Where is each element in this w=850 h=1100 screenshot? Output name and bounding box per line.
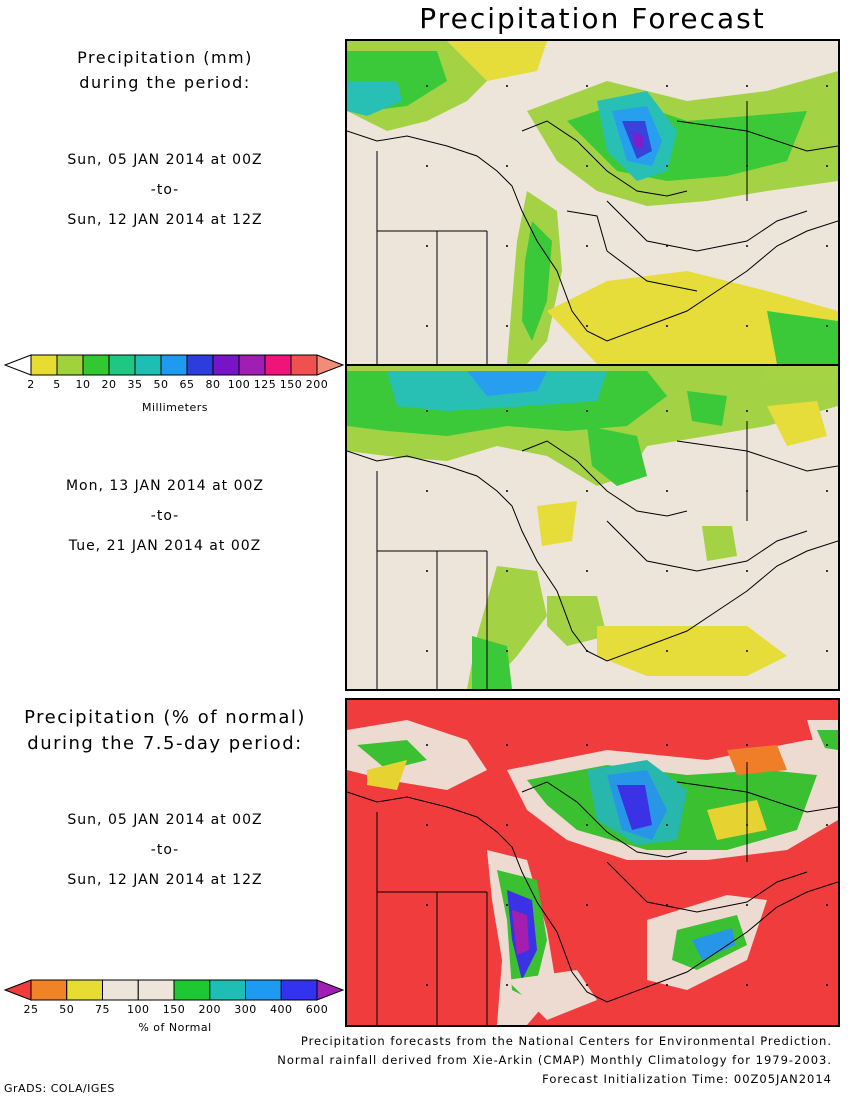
colorbar-pct: 25 50 75 100 150 200 300 400 600 % of Normal: [3, 979, 345, 1034]
panel3-header-line1: Precipitation (% of normal): [24, 707, 306, 728]
colorbar-mm-swatch: [82, 354, 110, 376]
colorbar-mm-tick-label: 2: [27, 378, 35, 391]
colorbar-mm-tick-label: 200: [306, 378, 329, 391]
colorbar-mm-swatch: [238, 354, 266, 376]
colorbar-pct-swatch: [102, 979, 139, 1001]
colorbar-pct-swatch-high-end: [316, 979, 345, 1001]
panel3-separator: -to-: [150, 842, 180, 858]
colorbar-mm-tick-label: 35: [128, 378, 143, 391]
colorbar-pct-title: % of Normal: [138, 1021, 211, 1034]
colorbar-mm-swatch: [108, 354, 136, 376]
panel2-start-time: Mon, 13 JAN 2014 at 00Z: [65, 478, 265, 494]
credits-line2: Normal rainfall derived from Xie-Arkin (…: [277, 1053, 832, 1067]
colorbar-pct-tick-label: 200: [199, 1003, 222, 1016]
colorbar-pct-swatch-low-end: [3, 979, 32, 1001]
credits-line1: Precipitation forecasts from the Nationa…: [300, 1034, 832, 1048]
colorbar-mm-title: Millimeters: [142, 401, 208, 414]
panel1-start-time: Sun, 05 JAN 2014 at 00Z: [67, 152, 263, 168]
colorbar-mm-swatch: [56, 354, 84, 376]
page-title: Precipitation Forecast: [419, 2, 766, 35]
colorbar-pct-tick-label: 600: [306, 1003, 329, 1016]
colorbar-mm-tick-label: 65: [180, 378, 195, 391]
colorbar-pct-tick-label: 25: [24, 1003, 39, 1016]
panel3-end-time: Sun, 12 JAN 2014 at 12Z: [67, 872, 263, 888]
colorbar-mm-swatch: [134, 354, 162, 376]
colorbar-mm-swatch-high-end: [316, 354, 345, 376]
colorbar-mm-swatch: [290, 354, 318, 376]
colorbar-mm-tick-label: 80: [206, 378, 221, 391]
colorbar-pct-swatch: [280, 979, 318, 1001]
colorbar-pct-swatch: [137, 979, 175, 1001]
colorbar-pct-tick-label: 50: [59, 1003, 74, 1016]
panel3-start-time: Sun, 05 JAN 2014 at 00Z: [67, 812, 263, 828]
colorbar-mm-swatch-low-end: [3, 354, 32, 376]
colorbar-mm-tick-label: 5: [53, 378, 61, 391]
colorbar-mm-swatch: [186, 354, 214, 376]
map-panel-week2-mm: [345, 364, 840, 691]
colorbar-pct-tick-label: 75: [95, 1003, 110, 1016]
colorbar-pct-swatch: [66, 979, 103, 1001]
colorbar-pct-swatch: [30, 979, 68, 1001]
colorbar-mm-tick-label: 10: [76, 378, 91, 391]
map-panel-percent-normal: [345, 698, 840, 1027]
credits: Precipitation forecasts from the Nationa…: [277, 1032, 832, 1089]
colorbar-pct-tick-label: 400: [270, 1003, 293, 1016]
panel1-end-time: Sun, 12 JAN 2014 at 12Z: [67, 212, 263, 228]
panel1-separator: -to-: [150, 182, 180, 198]
colorbar-mm-swatch: [160, 354, 188, 376]
credits-line3: Forecast Initialization Time: 00Z05JAN20…: [542, 1072, 832, 1086]
colorbar-pct-swatch: [245, 979, 282, 1001]
panel2-separator: -to-: [150, 508, 180, 524]
colorbar-mm-tick-label: 20: [102, 378, 117, 391]
colorbar-mm-swatch: [264, 354, 292, 376]
panel2-end-time: Tue, 21 JAN 2014 at 00Z: [68, 538, 262, 554]
colorbar-pct-tick-label: 300: [234, 1003, 257, 1016]
software-credit: GrADS: COLA/IGES: [4, 1082, 115, 1095]
panel3-header-line2: during the 7.5-day period:: [27, 733, 303, 754]
colorbar-pct-swatch: [173, 979, 211, 1001]
panel1-header-line2: during the period:: [79, 73, 251, 92]
colorbar-mm-tick-label: 50: [154, 378, 169, 391]
map-panel-week1-mm: [345, 39, 840, 366]
colorbar-pct-tick-label: 150: [163, 1003, 186, 1016]
colorbar-mm-swatch: [30, 354, 58, 376]
colorbar-mm: 2 5 10 20 35 50 65 80 100 125 150 200 Millimeters: [3, 354, 345, 414]
colorbar-mm-swatch: [212, 354, 240, 376]
colorbar-mm-tick-label: 150: [280, 378, 303, 391]
colorbar-mm-tick-label: 125: [254, 378, 277, 391]
panel1-header-line1: Precipitation (mm): [77, 48, 253, 67]
colorbar-mm-tick-label: 100: [228, 378, 251, 391]
colorbar-pct-swatch: [209, 979, 246, 1001]
colorbar-pct-tick-label: 100: [127, 1003, 150, 1016]
